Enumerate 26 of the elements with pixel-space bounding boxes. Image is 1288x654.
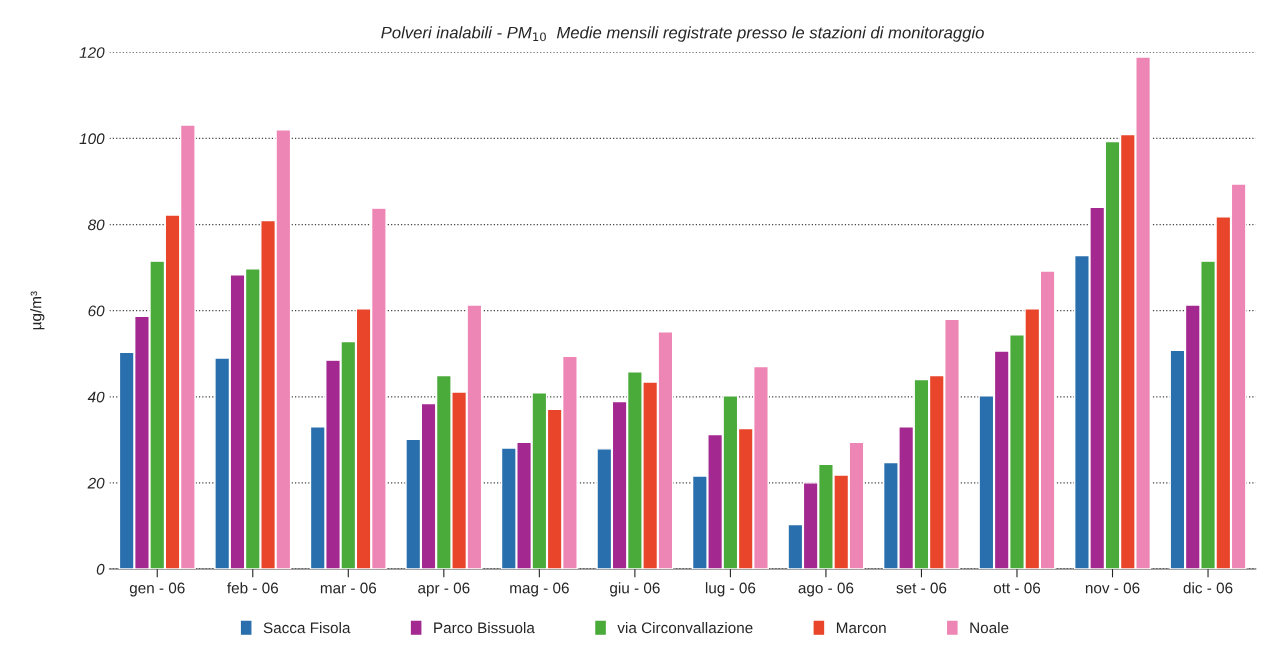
y-tick-label: 120 — [79, 47, 105, 59]
x-tick-label: ago - 06 — [798, 582, 854, 597]
y-tick-label: 20 — [87, 477, 105, 489]
legend-label: Parco Bissuola — [434, 622, 535, 634]
x-tick-label: feb - 06 — [227, 582, 279, 594]
x-tick-label: set - 06 — [896, 582, 947, 594]
x-tick-label: dic - 06 — [1183, 582, 1233, 594]
x-tick-label: apr - 06 — [418, 582, 470, 597]
x-tick-label: lug - 06 — [705, 582, 756, 597]
x-tick-label: nov - 06 — [1085, 582, 1140, 594]
x-tick-label: giu - 06 — [610, 582, 660, 597]
legend-label: Marcon — [836, 622, 886, 634]
y-tick-label: 40 — [87, 391, 105, 403]
legend-label: Noale — [970, 622, 1009, 634]
y-tick-label: 0 — [96, 563, 105, 575]
x-tick-label: mag - 06 — [510, 582, 569, 597]
x-tick-label: gen - 06 — [129, 582, 185, 597]
y-tick-label: 100 — [79, 133, 105, 145]
x-tick-label: ott - 06 — [993, 582, 1041, 594]
chart-title: Polveri inalabili - PM$_{10}$ Medie mensili registrate presso le stazioni di monitoraggio — [381, 26, 984, 42]
y-axis-title: µg/m³ — [30, 291, 45, 330]
y-tick-label: 80 — [88, 219, 105, 231]
x-tick-label: mar - 06 — [320, 582, 377, 594]
legend-label: via Circonvallazione — [617, 622, 753, 634]
legend-label: Sacca Fisola — [263, 622, 351, 634]
y-tick-label: 60 — [88, 305, 105, 317]
